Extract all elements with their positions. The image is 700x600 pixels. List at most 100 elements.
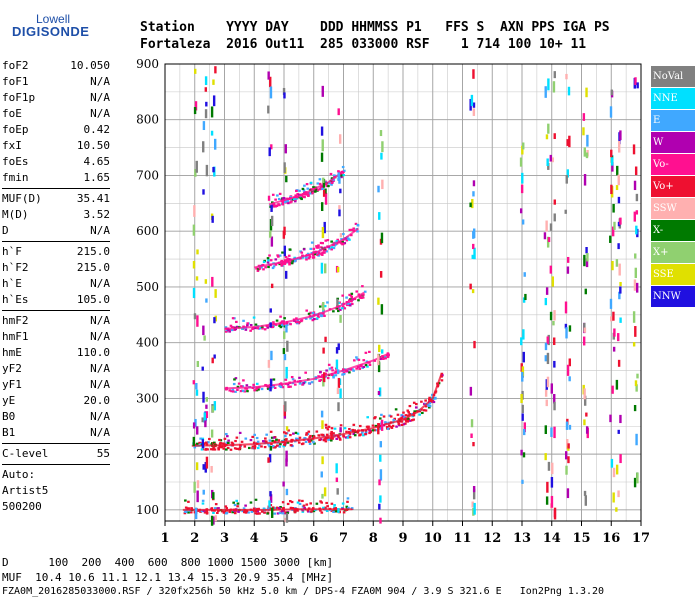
- echo-point: [303, 184, 306, 187]
- echo-point: [362, 293, 365, 296]
- echo-point: [278, 511, 282, 515]
- echo-point: [412, 418, 415, 421]
- echo-point: [368, 363, 372, 367]
- echo-point: [349, 429, 353, 432]
- echo-point: [242, 325, 245, 328]
- echo-point: [276, 194, 279, 197]
- echo-point: [342, 511, 346, 514]
- noise-point: [583, 388, 586, 400]
- echo-point: [335, 240, 339, 243]
- echo-point: [235, 499, 238, 502]
- noise-point: [473, 502, 476, 515]
- noise-point: [321, 251, 324, 256]
- echo-point: [320, 501, 324, 504]
- noise-point: [339, 315, 342, 323]
- noise-point: [210, 515, 214, 526]
- echo-point: [219, 439, 223, 442]
- noise-point: [192, 224, 196, 236]
- noise-point: [524, 293, 527, 301]
- echo-point: [268, 254, 271, 257]
- echo-point: [341, 240, 344, 244]
- echo-point: [319, 509, 322, 512]
- param-row-hme: hmE 110.0: [2, 345, 110, 361]
- echo-point: [348, 293, 351, 297]
- echo-point: [426, 403, 430, 406]
- noise-point: [634, 380, 638, 387]
- echo-point: [278, 254, 282, 257]
- echo-point: [330, 509, 334, 512]
- echo-point: [403, 416, 406, 419]
- echo-point: [341, 368, 345, 371]
- noise-point: [203, 412, 206, 423]
- noise-point: [320, 202, 324, 212]
- noise-point: [564, 301, 568, 314]
- echo-point: [398, 424, 401, 427]
- echo-point: [231, 388, 235, 391]
- noise-point: [202, 391, 205, 403]
- echo-point: [263, 328, 267, 331]
- echo-point: [210, 507, 214, 510]
- echo-point: [440, 379, 444, 382]
- noise-point: [520, 337, 523, 346]
- noise-point: [612, 492, 615, 503]
- echo-point: [271, 201, 274, 204]
- echo-point: [378, 357, 382, 361]
- noise-point: [337, 402, 340, 412]
- param-value: N/A: [90, 362, 110, 375]
- echo-point: [428, 402, 432, 405]
- echo-point: [296, 501, 300, 504]
- echo-point: [312, 318, 316, 321]
- echo-point: [358, 367, 362, 370]
- echo-point: [298, 436, 302, 439]
- echo-point: [333, 504, 336, 507]
- echo-point: [260, 266, 263, 269]
- parameter-panel: foF2 10.050 foF1 N/A foF1p N/A foE N/A foEp 0.42 f…: [2, 58, 110, 515]
- echo-point: [348, 302, 352, 306]
- echo-point: [351, 428, 355, 432]
- noise-point: [379, 469, 383, 481]
- noise-point: [285, 450, 288, 462]
- echo-point: [308, 440, 312, 443]
- noise-point: [584, 288, 587, 295]
- echo-point: [246, 390, 249, 393]
- noise-point: [322, 378, 325, 387]
- echo-point: [358, 296, 362, 299]
- echo-point: [278, 323, 282, 326]
- divider: [2, 464, 110, 465]
- echo-point: [263, 440, 267, 443]
- noise-point: [612, 311, 615, 321]
- noise-point: [471, 254, 474, 259]
- noise-point: [337, 343, 340, 351]
- echo-point: [301, 499, 304, 503]
- echo-point: [367, 425, 370, 428]
- noise-point: [471, 198, 474, 209]
- echo-point: [184, 510, 188, 514]
- echo-point: [225, 432, 228, 436]
- echo-point: [286, 199, 289, 203]
- y-tick-label: 700: [136, 168, 159, 182]
- echo-point: [431, 393, 434, 396]
- param-label: hmF2: [2, 314, 29, 327]
- noise-point: [338, 134, 342, 144]
- noise-point: [285, 458, 288, 467]
- echo-point: [287, 258, 291, 261]
- param-value: 215.0: [76, 261, 110, 274]
- echo-point: [235, 325, 239, 328]
- echo-point: [322, 506, 325, 509]
- y-tick-label: 300: [136, 391, 159, 405]
- echo-point: [233, 447, 237, 450]
- echo-point: [330, 427, 334, 430]
- echo-point: [277, 439, 281, 442]
- noise-point: [270, 350, 273, 361]
- noise-point: [205, 411, 209, 419]
- noise-point: [635, 225, 638, 235]
- noise-point: [377, 362, 381, 373]
- param-group-muf: MUF(D) 35.41 M(D) 3.52 D N/A: [2, 191, 110, 239]
- echo-point: [296, 437, 300, 441]
- echo-point: [335, 307, 338, 310]
- noise-point: [634, 267, 637, 279]
- echo-point: [348, 427, 351, 431]
- echo-point: [221, 510, 224, 513]
- echo-point: [295, 189, 298, 193]
- echo-point: [271, 506, 275, 509]
